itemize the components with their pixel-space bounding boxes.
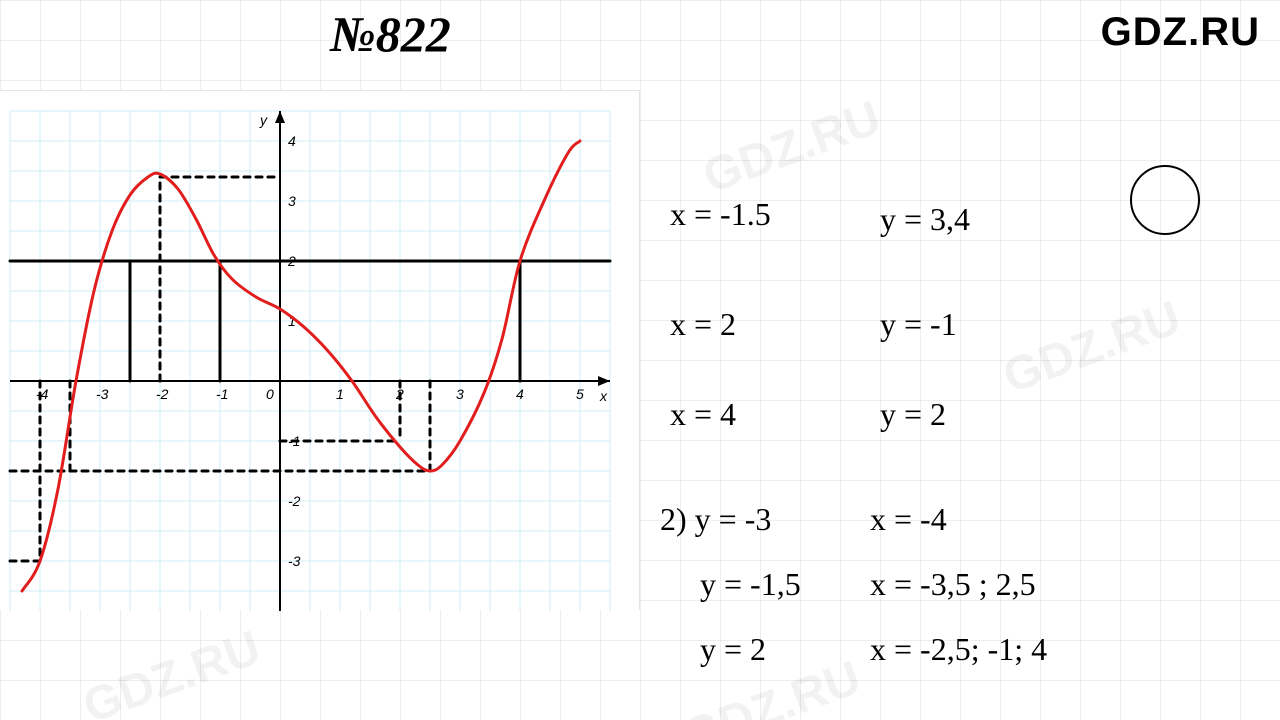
watermark: GDZ.RU bbox=[696, 90, 888, 205]
note-line: y = 2 bbox=[880, 395, 946, 433]
svg-text:-3: -3 bbox=[96, 386, 109, 402]
svg-text:y: y bbox=[259, 112, 268, 128]
svg-text:4: 4 bbox=[516, 386, 524, 402]
svg-text:-3: -3 bbox=[288, 553, 301, 569]
note-line: y = 3,4 bbox=[880, 200, 970, 238]
note-line: x = 2 bbox=[670, 305, 736, 343]
svg-text:4: 4 bbox=[288, 133, 296, 149]
svg-text:3: 3 bbox=[456, 386, 464, 402]
note-line: x = -4 bbox=[870, 500, 947, 538]
svg-text:1: 1 bbox=[336, 386, 344, 402]
svg-text:-2: -2 bbox=[288, 493, 301, 509]
svg-text:-2: -2 bbox=[156, 386, 169, 402]
svg-text:0: 0 bbox=[266, 386, 274, 402]
note-line: x = -3,5 ; 2,5 bbox=[870, 565, 1036, 603]
note-line: y = -1 bbox=[880, 305, 957, 343]
watermark: GDZ.RU bbox=[996, 290, 1188, 405]
svg-text:5: 5 bbox=[576, 386, 584, 402]
problem-number: №822 bbox=[330, 5, 451, 63]
svg-text:3: 3 bbox=[288, 193, 296, 209]
note-line: y = 2 bbox=[700, 630, 766, 668]
note-line: x = -1.5 bbox=[670, 195, 771, 233]
svg-text:-1: -1 bbox=[216, 386, 228, 402]
note-line: x = 4 bbox=[670, 395, 736, 433]
brand-logo: GDZ.RU bbox=[1101, 10, 1260, 55]
function-graph: -4-3-2-1012345-4-3-2-11234xy bbox=[0, 90, 640, 610]
circle-decoration bbox=[1130, 165, 1200, 235]
note-line: y = -1,5 bbox=[700, 565, 801, 603]
note-line: x = -2,5; -1; 4 bbox=[870, 630, 1047, 668]
chart-svg: -4-3-2-1012345-4-3-2-11234xy bbox=[0, 91, 640, 611]
svg-text:x: x bbox=[599, 388, 608, 404]
page-root: №822 GDZ.RU -4-3-2-1012345-4-3-2-11234xy… bbox=[0, 0, 1280, 720]
note-line: 2) y = -3 bbox=[660, 500, 771, 538]
svg-text:-4: -4 bbox=[36, 386, 49, 402]
watermark: GDZ.RU bbox=[76, 620, 268, 720]
